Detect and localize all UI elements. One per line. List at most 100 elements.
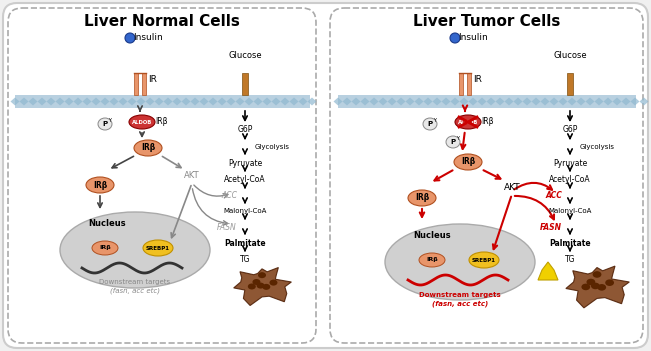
Polygon shape [20,98,29,106]
Text: IRβ: IRβ [482,118,494,126]
Text: SREBP1: SREBP1 [472,258,496,263]
Polygon shape [64,98,74,106]
Polygon shape [450,98,460,106]
Polygon shape [333,98,342,106]
Text: IRβ: IRβ [99,245,111,251]
Text: Malonyl-CoA: Malonyl-CoA [223,208,267,214]
Text: ALDOB: ALDOB [458,119,478,125]
Polygon shape [531,98,540,106]
Polygon shape [109,98,118,106]
Bar [242,73,248,95]
Polygon shape [173,98,182,106]
Polygon shape [378,98,387,106]
Polygon shape [342,98,352,106]
Text: Liver Normal Cells: Liver Normal Cells [84,14,240,29]
Polygon shape [549,98,559,106]
Text: Acetyl-CoA: Acetyl-CoA [549,176,591,185]
Text: AKT: AKT [184,172,200,180]
Ellipse shape [454,154,482,170]
Ellipse shape [605,279,614,286]
Text: IR: IR [148,75,158,85]
Polygon shape [540,98,549,106]
FancyBboxPatch shape [8,8,316,343]
Bar [338,95,636,108]
Polygon shape [538,262,558,280]
Ellipse shape [86,177,114,193]
Polygon shape [199,98,208,106]
Polygon shape [118,98,128,106]
Text: Pyruvate: Pyruvate [553,159,587,167]
Text: Downstream targets: Downstream targets [100,279,171,285]
Ellipse shape [587,279,595,285]
Polygon shape [234,267,292,305]
Polygon shape [523,98,531,106]
Polygon shape [495,98,505,106]
Text: ACC: ACC [221,192,237,200]
Polygon shape [10,98,20,106]
FancyBboxPatch shape [330,8,643,343]
Text: Malonyl-CoA: Malonyl-CoA [548,208,592,214]
Bar [459,73,463,95]
Polygon shape [208,98,217,106]
Ellipse shape [455,115,481,129]
Polygon shape [352,98,361,106]
Polygon shape [387,98,396,106]
Bar [467,73,471,95]
Polygon shape [568,98,577,106]
Text: Glucose: Glucose [229,51,262,60]
Ellipse shape [60,212,210,288]
Polygon shape [46,98,55,106]
Polygon shape [406,98,415,106]
Polygon shape [236,98,245,106]
Polygon shape [559,98,568,106]
Polygon shape [613,98,622,106]
Polygon shape [361,98,370,106]
Ellipse shape [385,224,535,300]
Polygon shape [137,98,146,106]
Ellipse shape [253,279,260,285]
Text: AKT: AKT [504,183,520,192]
Text: Downstream targets: Downstream targets [419,292,501,298]
Text: TG: TG [565,254,575,264]
Bar [15,95,310,108]
Polygon shape [396,98,406,106]
Polygon shape [622,98,631,106]
Text: FASN: FASN [217,223,237,232]
Polygon shape [146,98,154,106]
Ellipse shape [256,283,264,289]
Polygon shape [83,98,92,106]
Polygon shape [415,98,424,106]
Text: ACC: ACC [545,192,562,200]
Text: Glycolysis: Glycolysis [580,144,615,150]
Text: Y: Y [434,118,437,122]
Text: Palmitate: Palmitate [224,238,266,247]
Ellipse shape [446,136,460,148]
Bar [134,73,138,95]
Text: FASN: FASN [540,223,562,232]
Polygon shape [307,98,316,106]
Text: Acetyl-CoA: Acetyl-CoA [224,176,266,185]
Polygon shape [281,98,290,106]
Text: Insulin: Insulin [458,33,488,42]
Ellipse shape [92,241,118,255]
Ellipse shape [98,118,112,130]
Text: IRβ: IRβ [426,258,438,263]
Polygon shape [631,98,639,106]
Polygon shape [603,98,613,106]
Text: P: P [450,139,456,146]
Ellipse shape [143,240,173,256]
Text: IRβ: IRβ [461,158,475,166]
Polygon shape [566,266,630,308]
Text: Glucose: Glucose [553,51,587,60]
Polygon shape [253,98,262,106]
Polygon shape [55,98,64,106]
Text: (fasn, acc etc): (fasn, acc etc) [432,301,488,307]
Text: Insulin: Insulin [133,33,163,42]
Polygon shape [514,98,523,106]
Bar [142,73,146,95]
Polygon shape [441,98,450,106]
Polygon shape [299,98,307,106]
Polygon shape [290,98,299,106]
Polygon shape [432,98,441,106]
Text: IRβ: IRβ [156,118,168,126]
